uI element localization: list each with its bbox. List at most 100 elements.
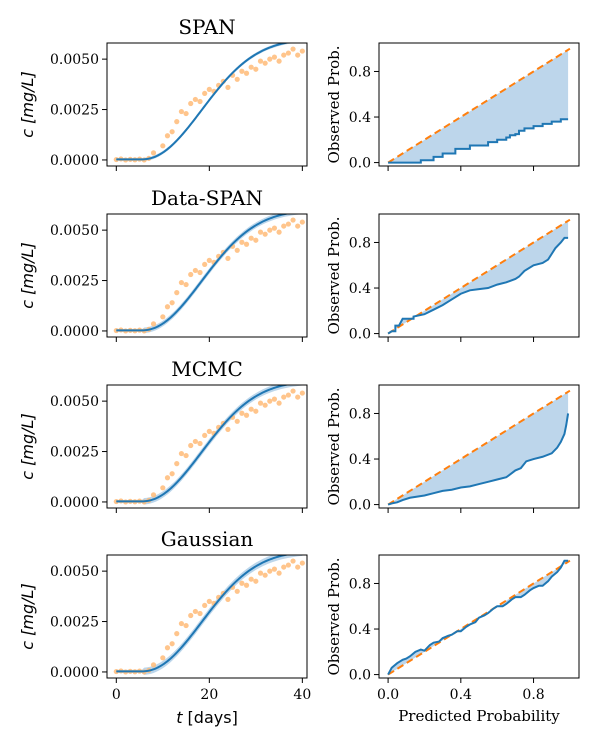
calibration-curve [387, 413, 570, 506]
data-point [239, 68, 245, 74]
data-point [299, 48, 305, 54]
data-point [239, 410, 245, 416]
y-axis-var: c [18, 641, 37, 650]
data-point [164, 304, 171, 310]
data-point [248, 64, 254, 70]
data-point [285, 392, 291, 398]
data-point [160, 314, 166, 320]
data-point [281, 223, 287, 229]
data-point [239, 239, 245, 245]
axes-frame [378, 213, 580, 338]
plot-area [387, 559, 571, 676]
data-point [197, 440, 203, 447]
data-point [160, 655, 166, 661]
data-point [248, 406, 254, 412]
data-point [234, 76, 240, 82]
data-point [188, 442, 194, 449]
x-tick-label: 0.4 [450, 687, 472, 703]
data-point [271, 225, 278, 231]
y-axis-label: c [mg/L] [18, 71, 37, 137]
calibration-curve [388, 118, 569, 164]
data-point [299, 219, 305, 225]
data-point [276, 58, 282, 64]
data-point [257, 58, 264, 64]
calibration-curve [387, 236, 569, 335]
y-axis-label: Observed Prob. [325, 387, 343, 505]
y-axis-label: Observed Prob. [325, 216, 343, 334]
x-axis-var: t [176, 708, 183, 727]
data-point [169, 300, 175, 306]
data-point [239, 580, 245, 586]
x-tick-label: 0.8 [522, 687, 544, 703]
data-point [169, 641, 175, 647]
data-point [295, 564, 301, 570]
y-tick-label: 0.4 [349, 622, 371, 638]
data-point [248, 576, 254, 582]
x-tick-label: 0 [112, 687, 121, 703]
y-tick-label: 0.0 [349, 327, 371, 343]
data-point [262, 231, 268, 237]
plot-area [113, 43, 305, 163]
y-axis-unit: [mg/L] [18, 583, 37, 641]
panel-2: 0.0 0.4 0.8 Observed Prob. [325, 42, 580, 172]
uncertainty-band [116, 385, 303, 505]
axes-frame [106, 384, 308, 509]
data-point [183, 110, 189, 117]
y-tick-label: 0.4 [349, 110, 371, 126]
ideal-diagonal [387, 47, 571, 164]
data-point [276, 229, 282, 235]
data-point [299, 390, 305, 396]
data-point [295, 52, 301, 58]
data-point [206, 257, 212, 263]
data-point [257, 570, 264, 576]
y-tick-label: 0.4 [349, 452, 371, 468]
y-tick-label: 0.0 [349, 498, 371, 514]
x-axis-unit: [days] [182, 708, 237, 727]
y-axis-var: c [18, 471, 37, 480]
y-tick-label: 0.8 [349, 235, 371, 251]
plot-area [387, 389, 571, 506]
y-tick-label: 0.0000 [50, 153, 99, 169]
data-point [290, 388, 296, 394]
y-tick-label: 0.0050 [50, 564, 99, 580]
panel-7: Gaussian 0.0000 0.0025 0.0050 0 20 40 c [mg/L] t… [18, 527, 311, 727]
y-axis-var: c [18, 129, 37, 138]
plot-area [113, 555, 305, 675]
data-point [188, 271, 194, 278]
x-axis-label: Predicted Probability [398, 707, 560, 725]
data-point [267, 568, 273, 574]
axes-frame [106, 213, 308, 338]
plot-area [113, 214, 305, 334]
x-tick-label: 0.0 [377, 687, 399, 703]
y-tick-label: 0.0050 [50, 394, 99, 410]
panel-6: 0.0 0.4 0.8 Observed Prob. [325, 384, 580, 514]
data-point [202, 90, 208, 97]
data-point [225, 596, 231, 602]
data-point [281, 394, 287, 400]
panel-5: MCMC 0.0000 0.0025 0.0050 c [mg/L] [18, 357, 308, 513]
data-point [262, 572, 268, 578]
axes-frame [106, 554, 308, 679]
ideal-diagonal [387, 559, 571, 676]
fitted-curve [116, 43, 290, 161]
y-tick-label: 0.0025 [50, 103, 99, 119]
y-tick-label: 0.0000 [50, 495, 99, 511]
data-point [164, 475, 171, 481]
data-point [253, 408, 259, 414]
plot-area [387, 47, 571, 164]
panel-title: MCMC [171, 357, 243, 381]
data-point [253, 578, 259, 584]
data-point [271, 396, 278, 402]
data-point [197, 610, 203, 617]
data-point [174, 461, 180, 467]
fitted-curve [116, 385, 290, 503]
data-point [150, 150, 157, 156]
data-point [178, 279, 185, 286]
y-axis-label: c [mg/L] [18, 583, 37, 649]
y-axis-label: Observed Prob. [325, 557, 343, 675]
data-point [174, 119, 180, 125]
data-point [206, 598, 212, 604]
data-point [192, 267, 198, 274]
data-point [285, 562, 291, 568]
